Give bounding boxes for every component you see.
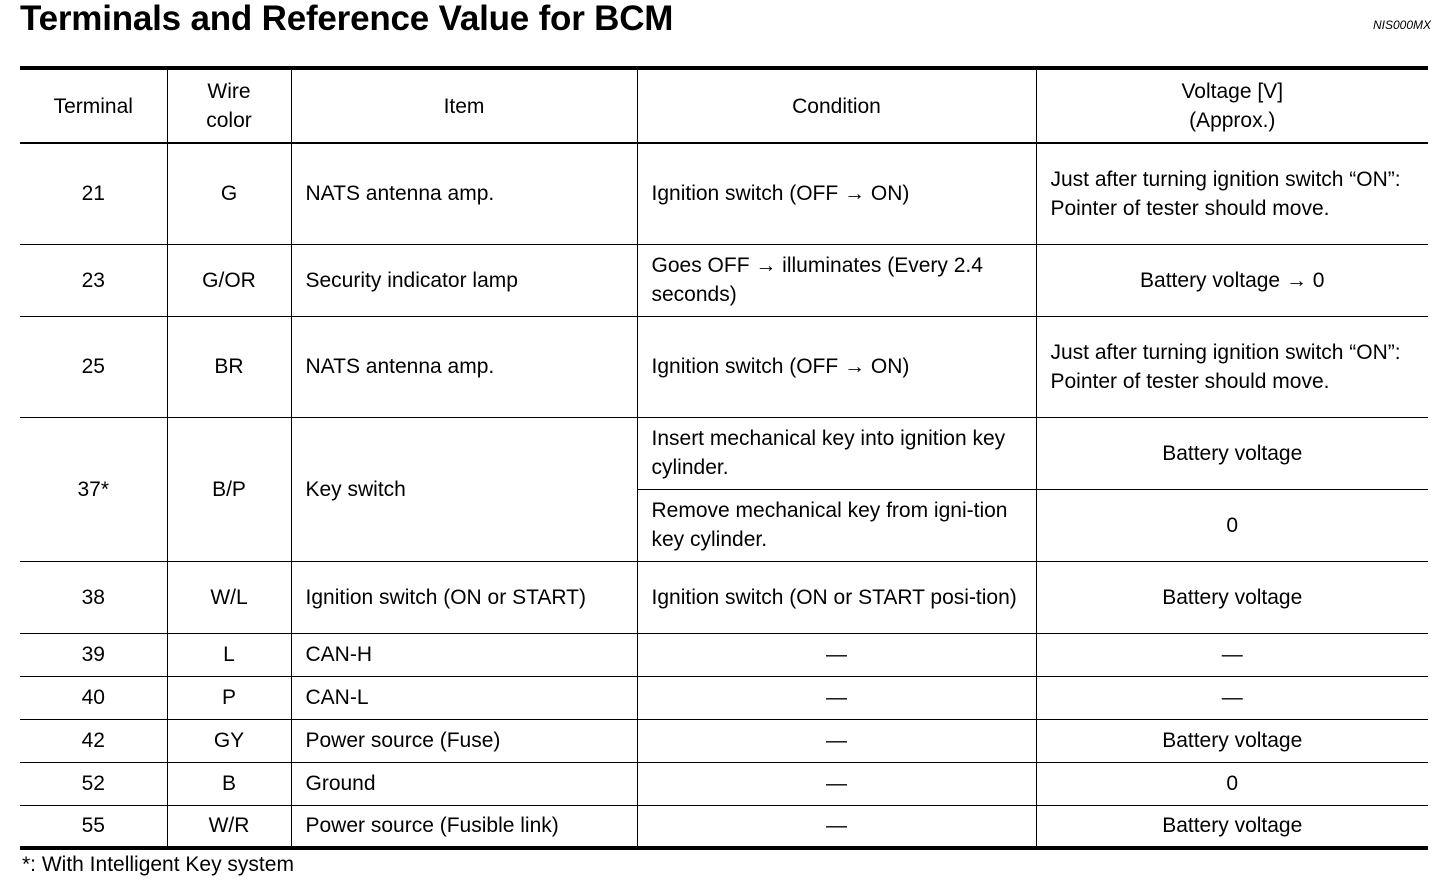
item-cell: Security indicator lamp <box>290 243 638 317</box>
item-cell: Power source (Fusible link) <box>290 804 638 850</box>
terminal-cell: 55 <box>20 804 168 850</box>
header-condition: Condition <box>636 66 1037 144</box>
table-row: 25 BR NATS antenna amp. Ignition switch … <box>20 315 1428 418</box>
condition-cell: Insert mechanical key into ignition key … <box>636 416 1037 490</box>
table-row: 39 L CAN-H — — <box>20 632 1428 677</box>
page-title: Terminals and Reference Value for BCM <box>20 0 674 38</box>
table-row: 23 G/OR Security indicator lamp Goes OFF… <box>20 243 1428 317</box>
wire-color-cell: G <box>166 142 292 245</box>
wire-color-cell: W/R <box>166 804 292 850</box>
condition-cell: Goes OFF → illuminates (Every 2.4 second… <box>636 243 1037 317</box>
wire-color-cell: B <box>166 761 292 806</box>
terminal-cell: 21 <box>20 142 168 245</box>
terminal-cell: 25 <box>20 315 168 418</box>
header-terminal: Terminal <box>20 66 168 144</box>
header-wire-color: Wire color <box>166 66 292 144</box>
terminal-cell: 23 <box>20 243 168 317</box>
voltage-cell: Just after turning ignition switch “ON”:… <box>1035 142 1428 245</box>
voltage-cell: 0 <box>1035 761 1428 806</box>
condition-cell: Ignition switch (ON or START posi-tion) <box>636 560 1037 634</box>
condition-cell: — <box>636 718 1037 763</box>
condition-cell: Ignition switch (OFF → ON) <box>636 142 1037 245</box>
item-cell: NATS antenna amp. <box>290 315 638 418</box>
header-voltage: Voltage [V] (Approx.) <box>1035 66 1428 144</box>
wire-color-cell: B/P <box>166 416 292 562</box>
table-row: 40 P CAN-L — — <box>20 675 1428 720</box>
document-code: NIS000MX <box>1372 18 1431 32</box>
header-voltage-line-1: Voltage [V] <box>1181 80 1284 103</box>
condition-cell: Ignition switch (OFF → ON) <box>636 315 1037 418</box>
item-cell: Power source (Fuse) <box>290 718 638 763</box>
voltage-cell: 0 <box>1035 488 1428 562</box>
voltage-cell: Just after turning ignition switch “ON”:… <box>1035 315 1428 418</box>
header-item: Item <box>290 66 638 144</box>
voltage-cell: Battery voltage <box>1035 804 1428 850</box>
item-cell: Ground <box>290 761 638 806</box>
terminal-cell: 52 <box>20 761 168 806</box>
terminal-cell: 38 <box>20 560 168 634</box>
wire-color-cell: GY <box>166 718 292 763</box>
terminal-cell: 40 <box>20 675 168 720</box>
table-row: 38 W/L Ignition switch (ON or START) Ign… <box>20 560 1428 634</box>
header-voltage-line-2: (Approx.) <box>1189 109 1276 132</box>
table-row: 42 GY Power source (Fuse) — Battery volt… <box>20 718 1428 763</box>
table-row: 21 G NATS antenna amp. Ignition switch (… <box>20 142 1428 245</box>
table-row: 55 W/R Power source (Fusible link) — Bat… <box>20 804 1428 850</box>
condition-cell: — <box>636 632 1037 677</box>
header-wire-color-line-2: color <box>206 109 252 132</box>
condition-cell: — <box>636 675 1037 720</box>
wire-color-cell: W/L <box>166 560 292 634</box>
voltage-cell: Battery voltage <box>1035 718 1428 763</box>
item-cell: Key switch <box>290 416 638 562</box>
wire-color-cell: G/OR <box>166 243 292 317</box>
condition-cell: — <box>636 761 1037 806</box>
table-row: Remove mechanical key from igni-tion key… <box>20 488 1428 562</box>
terminal-cell: 37* <box>20 416 168 562</box>
item-cell: NATS antenna amp. <box>290 142 638 245</box>
voltage-cell: — <box>1035 632 1428 677</box>
condition-cell: Remove mechanical key from igni-tion key… <box>637 488 1037 562</box>
terminals-table: Terminal Wire color Item Condition Volta… <box>20 66 1428 850</box>
voltage-cell: Battery voltage <box>1035 560 1428 634</box>
voltage-cell: — <box>1035 675 1428 720</box>
item-cell: CAN-H <box>290 632 638 677</box>
condition-cell: — <box>636 804 1037 850</box>
terminal-cell: 42 <box>20 718 168 763</box>
wire-color-cell: L <box>166 632 292 677</box>
item-cell: Ignition switch (ON or START) <box>290 560 638 634</box>
table-header-row: Terminal Wire color Item Condition Volta… <box>20 66 1428 144</box>
wire-color-cell: BR <box>166 315 292 418</box>
wire-color-cell: P <box>166 675 292 720</box>
terminal-cell: 39 <box>20 632 168 677</box>
item-cell: CAN-L <box>290 675 638 720</box>
header-wire-color-line-1: Wire <box>207 80 251 103</box>
table-row: 37* B/P Key switch Insert mechanical key… <box>20 416 1428 562</box>
footnote: *: With Intelligent Key system <box>22 853 294 876</box>
table-row: 52 B Ground — 0 <box>20 761 1428 806</box>
voltage-cell: Battery voltage <box>1035 416 1428 490</box>
voltage-cell: Battery voltage → 0 <box>1035 243 1428 317</box>
